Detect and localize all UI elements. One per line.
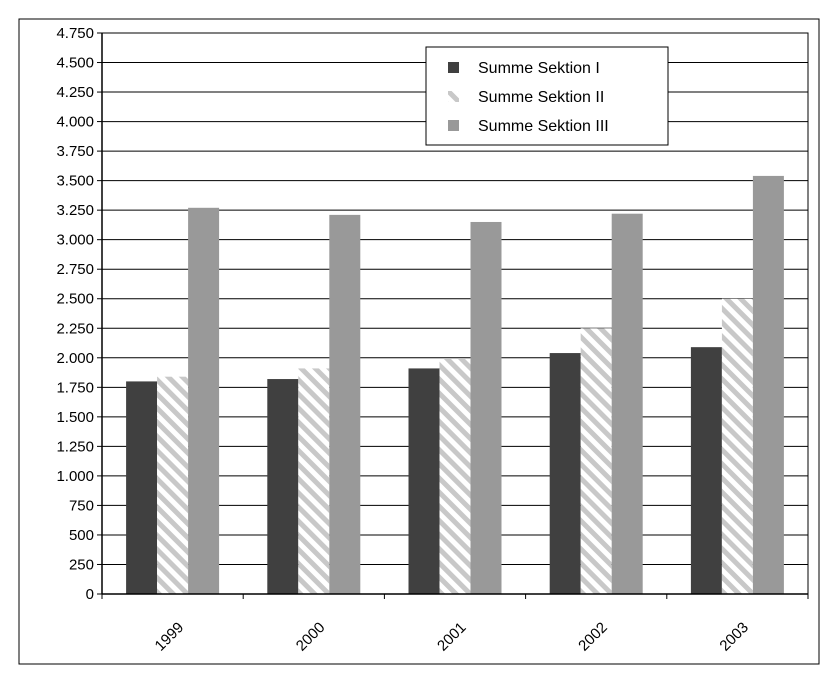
bar-3-2002 (611, 213, 643, 594)
legend-label-2: Summe Sektion II (478, 89, 604, 106)
y-tick-label: 2.500 (56, 291, 94, 308)
bar-2-1999 (157, 376, 189, 594)
legend-label-1: Summe Sektion I (478, 60, 600, 77)
bar-3-1999 (188, 207, 220, 595)
bar-3-2001 (470, 221, 502, 594)
legend-label-3: Summe Sektion III (478, 118, 609, 135)
bar-1-2000 (267, 379, 299, 594)
legend-swatch-1 (448, 62, 459, 73)
y-tick-label: 4.250 (56, 84, 94, 101)
bar-1-1999 (126, 381, 158, 594)
bar-3-2003 (752, 175, 784, 595)
y-tick-label: 1.250 (56, 438, 94, 455)
legend-box (425, 46, 669, 146)
y-tick-label: 500 (69, 527, 94, 544)
y-tick-label: 4.000 (56, 114, 94, 131)
y-tick-label: 250 (69, 556, 94, 573)
y-tick-label: 0 (86, 586, 94, 603)
bar-1-2003 (690, 347, 722, 594)
y-tick-label: 3.500 (56, 173, 94, 190)
bar-2-2000 (298, 368, 330, 594)
y-tick-label: 2.000 (56, 350, 94, 367)
y-tick-label: 3.750 (56, 143, 94, 160)
y-tick-label: 2.750 (56, 261, 94, 278)
bar-1-2002 (549, 353, 581, 594)
y-tick-label: 3.250 (56, 202, 94, 219)
legend-swatch-2 (448, 91, 459, 102)
y-tick-label: 4.750 (56, 25, 94, 42)
y-tick-label: 1.750 (56, 379, 94, 396)
y-tick-label: 3.000 (56, 232, 94, 249)
bar-2-2001 (439, 358, 471, 594)
y-tick-label: 750 (69, 497, 94, 514)
bar-2-2003 (721, 298, 753, 594)
y-tick-label: 4.500 (56, 55, 94, 72)
y-tick-label: 1.000 (56, 468, 94, 485)
bar-1-2001 (408, 368, 440, 594)
y-tick-label: 2.250 (56, 320, 94, 337)
bar-3-2000 (329, 214, 361, 594)
legend-swatch-3 (448, 120, 459, 131)
bar-2-2002 (580, 328, 612, 594)
y-tick-label: 1.500 (56, 409, 94, 426)
